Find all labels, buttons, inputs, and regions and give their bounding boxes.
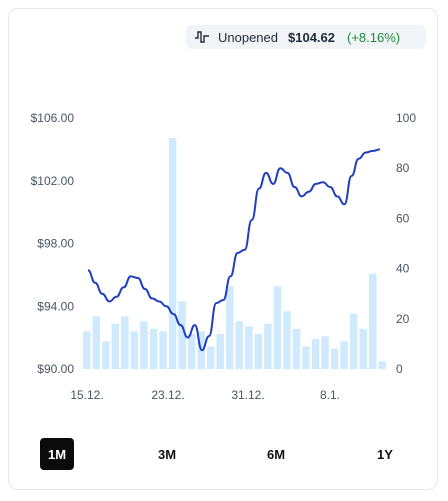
tab-1y[interactable]: 1Y: [377, 446, 393, 462]
volume-bar: [292, 328, 301, 369]
x-tick-label: 8.1.: [320, 388, 340, 402]
y-left-tick-label: $98.00: [37, 237, 74, 251]
volume-bar: [254, 333, 263, 369]
volume-bar: [121, 316, 129, 369]
volume-bar: [340, 341, 348, 369]
volume-bar: [264, 323, 272, 369]
y-left-tick-label: $90.00: [37, 362, 74, 376]
volume-bar: [330, 348, 339, 369]
badge-price: $104.62: [288, 29, 335, 45]
volume-bar: [130, 331, 139, 369]
volume-bar: [311, 338, 320, 369]
y-right-tick-label: 60: [396, 211, 410, 225]
volume-bar: [102, 341, 110, 369]
chart-card: [8, 8, 438, 490]
tab-6m[interactable]: 6M: [266, 446, 286, 462]
volume-bar: [273, 286, 282, 369]
y-left-tick-label: $106.00: [31, 111, 75, 125]
y-right-tick-label: 20: [396, 312, 410, 326]
volume-bar: [168, 138, 177, 369]
volume-bar: [368, 273, 377, 369]
price-line: [87, 148, 381, 352]
tab-1m[interactable]: 1M: [40, 438, 74, 470]
volume-bar: [206, 346, 215, 369]
badge-label: Unopened: [218, 29, 278, 45]
volume-bar: [187, 333, 196, 369]
volume-bar: [149, 328, 158, 369]
price-badge: Unopened $104.62 (+8.16%): [186, 25, 426, 49]
volume-bar: [283, 311, 291, 369]
volume-bar: [378, 361, 386, 369]
volume-bar: [359, 328, 367, 369]
y-left-tick-label: $102.00: [31, 174, 75, 188]
volume-bar: [111, 323, 120, 369]
y-right-tick-label: 100: [396, 111, 416, 125]
volume-bar: [235, 321, 244, 369]
volume-bar: [159, 331, 167, 369]
volume-bar: [225, 286, 234, 369]
y-right-tick-label: 80: [396, 161, 410, 175]
volume-bar: [83, 331, 91, 369]
volume-bar: [321, 336, 329, 369]
volume-bar: [245, 326, 253, 369]
y-right-tick-label: 0: [396, 362, 403, 376]
tab-3m[interactable]: 3M: [157, 446, 177, 462]
x-tick-label: 15.12.: [70, 388, 103, 402]
volume-bar: [178, 301, 186, 369]
x-tick-label: 31.12.: [231, 388, 264, 402]
y-left-tick-label: $94.00: [37, 299, 74, 313]
badge-change: (+8.16%): [347, 29, 401, 45]
volume-bar: [216, 333, 224, 369]
volume-bar: [92, 316, 101, 369]
x-tick-label: 23.12.: [151, 388, 184, 402]
step-line-icon: [194, 30, 210, 44]
range-tabs: 1M 3M 6M 1Y: [0, 438, 448, 472]
y-right-tick-label: 40: [396, 262, 410, 276]
volume-bar: [302, 346, 310, 369]
volume-bar: [349, 313, 358, 369]
volume-bar: [140, 321, 148, 369]
